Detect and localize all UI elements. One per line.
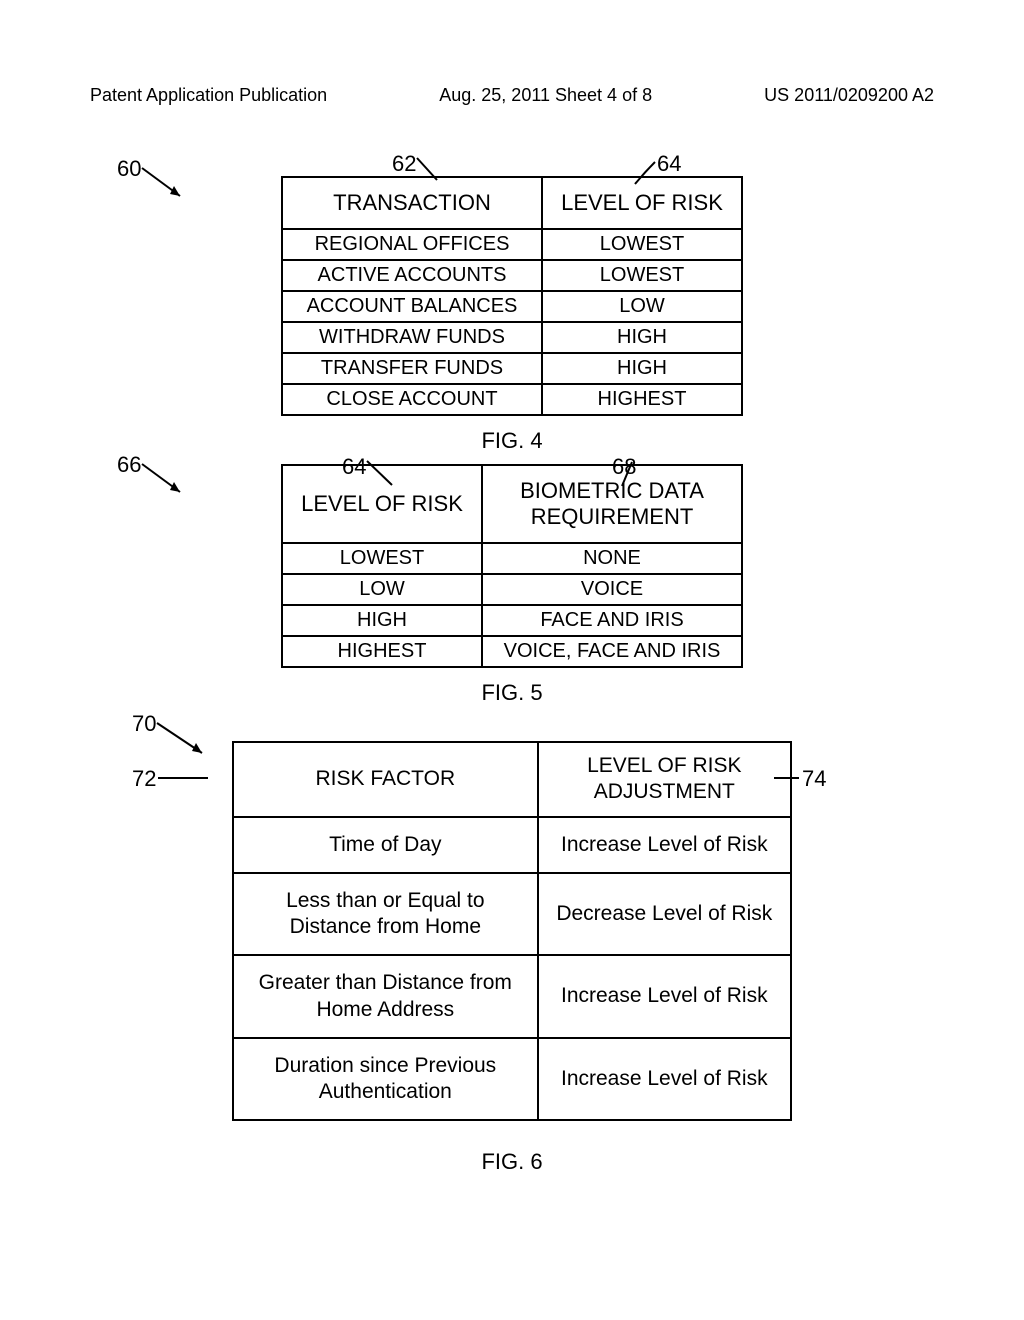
ref-62: 62 bbox=[392, 151, 416, 177]
ref-72: 72 bbox=[132, 766, 156, 792]
page-header: Patent Application Publication Aug. 25, … bbox=[90, 85, 934, 106]
fig6-table: RISK FACTOR LEVEL OF RISK ADJUSTMENT Tim… bbox=[232, 741, 792, 1121]
cell: LOW bbox=[542, 291, 742, 322]
ref-64b: 64 bbox=[342, 454, 366, 480]
fig4-table: TRANSACTION LEVEL OF RISK REGIONAL OFFIC… bbox=[281, 176, 743, 416]
ref-60: 60 bbox=[117, 156, 141, 182]
table-row: LOWESTNONE bbox=[282, 543, 742, 574]
cell: VOICE, FACE AND IRIS bbox=[482, 636, 742, 667]
table-row: ACTIVE ACCOUNTSLOWEST bbox=[282, 260, 742, 291]
figure-6: 70 72 74 RISK FACTOR LEVEL OF RISK ADJUS… bbox=[162, 741, 862, 1175]
header-right: US 2011/0209200 A2 bbox=[764, 85, 934, 106]
lead-62 bbox=[417, 158, 457, 188]
cell: Decrease Level of Risk bbox=[538, 873, 791, 956]
lead-64 bbox=[630, 162, 670, 188]
cell: Increase Level of Risk bbox=[538, 817, 791, 873]
figure-5: 66 64 68 LEVEL OF RISK BIOMETRIC DATA RE… bbox=[162, 464, 862, 706]
cell: HIGH bbox=[542, 322, 742, 353]
lead-66 bbox=[142, 464, 202, 504]
fig5-caption: FIG. 5 bbox=[162, 680, 862, 706]
lead-74 bbox=[774, 776, 804, 786]
figure-4: 60 62 64 TRANSACTION LEVEL OF RISK REGIO… bbox=[162, 176, 862, 454]
table-row: HIGHFACE AND IRIS bbox=[282, 605, 742, 636]
table-row: TRANSFER FUNDSHIGH bbox=[282, 353, 742, 384]
cell: ACTIVE ACCOUNTS bbox=[282, 260, 542, 291]
cell: LOWEST bbox=[542, 260, 742, 291]
cell: Duration since Previous Authentication bbox=[233, 1038, 538, 1121]
fig4-caption: FIG. 4 bbox=[162, 428, 862, 454]
cell: Increase Level of Risk bbox=[538, 955, 791, 1038]
table-row: Time of DayIncrease Level of Risk bbox=[233, 817, 791, 873]
cell: LOWEST bbox=[542, 229, 742, 260]
cell: VOICE bbox=[482, 574, 742, 605]
cell: HIGHEST bbox=[542, 384, 742, 415]
cell: Increase Level of Risk bbox=[538, 1038, 791, 1121]
cell: HIGHEST bbox=[282, 636, 482, 667]
cell: Less than or Equal to Distance from Home bbox=[233, 873, 538, 956]
cell: CLOSE ACCOUNT bbox=[282, 384, 542, 415]
cell: LOWEST bbox=[282, 543, 482, 574]
table-row: Less than or Equal to Distance from Home… bbox=[233, 873, 791, 956]
fig5-table: LEVEL OF RISK BIOMETRIC DATA REQUIREMENT… bbox=[281, 464, 743, 668]
lead-64b bbox=[367, 461, 417, 491]
lead-70 bbox=[157, 723, 227, 763]
table-row: Duration since Previous AuthenticationIn… bbox=[233, 1038, 791, 1121]
cell: WITHDRAW FUNDS bbox=[282, 322, 542, 353]
table-row: HIGHESTVOICE, FACE AND IRIS bbox=[282, 636, 742, 667]
cell: HIGH bbox=[282, 605, 482, 636]
header-left: Patent Application Publication bbox=[90, 85, 327, 106]
table-row: REGIONAL OFFICESLOWEST bbox=[282, 229, 742, 260]
page: Patent Application Publication Aug. 25, … bbox=[0, 0, 1024, 1221]
lead-60 bbox=[142, 168, 202, 208]
table-row: ACCOUNT BALANCESLOW bbox=[282, 291, 742, 322]
fig6-caption: FIG. 6 bbox=[162, 1149, 862, 1175]
cell: FACE AND IRIS bbox=[482, 605, 742, 636]
table-row: CLOSE ACCOUNTHIGHEST bbox=[282, 384, 742, 415]
cell: LOW bbox=[282, 574, 482, 605]
fig6-col-factor: RISK FACTOR bbox=[233, 742, 538, 817]
fig4-col-transaction: TRANSACTION bbox=[282, 177, 542, 229]
cell: REGIONAL OFFICES bbox=[282, 229, 542, 260]
lead-68 bbox=[622, 462, 662, 490]
header-center: Aug. 25, 2011 Sheet 4 of 8 bbox=[439, 85, 652, 106]
cell: Time of Day bbox=[233, 817, 538, 873]
cell: NONE bbox=[482, 543, 742, 574]
ref-66: 66 bbox=[117, 452, 141, 478]
table-row: LOWVOICE bbox=[282, 574, 742, 605]
lead-72 bbox=[158, 776, 218, 786]
cell: ACCOUNT BALANCES bbox=[282, 291, 542, 322]
cell: TRANSFER FUNDS bbox=[282, 353, 542, 384]
table-row: WITHDRAW FUNDSHIGH bbox=[282, 322, 742, 353]
table-row: Greater than Distance from Home AddressI… bbox=[233, 955, 791, 1038]
cell: HIGH bbox=[542, 353, 742, 384]
ref-74: 74 bbox=[802, 766, 826, 792]
fig6-col-adjustment: LEVEL OF RISK ADJUSTMENT bbox=[538, 742, 791, 817]
ref-70: 70 bbox=[132, 711, 156, 737]
cell: Greater than Distance from Home Address bbox=[233, 955, 538, 1038]
